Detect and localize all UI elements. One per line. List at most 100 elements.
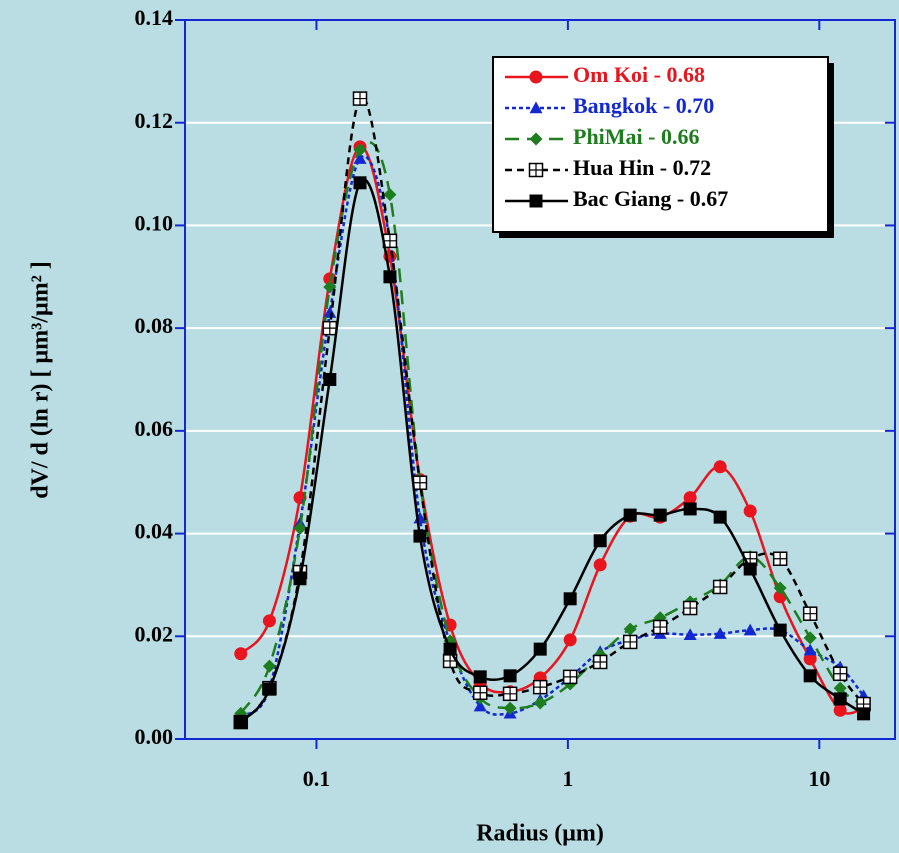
- marker-cross: [803, 607, 817, 621]
- marker: [323, 373, 337, 386]
- marker: [713, 627, 727, 639]
- marker-cross: [833, 667, 847, 681]
- marker: [383, 188, 397, 202]
- y-tick-label: 0.14: [135, 5, 174, 30]
- marker: [323, 272, 337, 286]
- x-axis-label: Radius (μm): [476, 821, 604, 847]
- marker-cross: [713, 580, 727, 594]
- marker: [712, 579, 728, 595]
- y-tick-label: 0.02: [135, 621, 174, 646]
- marker: [528, 162, 544, 178]
- marker: [802, 606, 818, 621]
- marker: [529, 70, 543, 84]
- marker-cross: [653, 620, 667, 634]
- marker-cross: [533, 680, 547, 694]
- marker: [833, 692, 847, 706]
- marker: [857, 707, 871, 721]
- marker-cross: [593, 655, 607, 669]
- marker: [713, 510, 727, 524]
- marker: [293, 521, 307, 535]
- marker: [683, 502, 697, 516]
- legend-label: Bac Giang - 0.67: [573, 186, 728, 211]
- marker: [262, 614, 276, 628]
- marker: [352, 91, 368, 106]
- marker: [412, 475, 428, 490]
- marker: [622, 634, 638, 650]
- marker: [503, 669, 517, 683]
- legend: [492, 56, 829, 233]
- marker-cross: [353, 92, 367, 106]
- x-tick-label: 1: [562, 766, 573, 791]
- marker: [683, 491, 697, 505]
- legend-entry: Om Koi - 0.68: [505, 62, 705, 87]
- legend-entry: PhiMai - 0.66: [505, 124, 700, 149]
- marker: [743, 623, 757, 636]
- marker: [322, 320, 338, 336]
- marker: [262, 659, 276, 673]
- marker-cross: [503, 687, 517, 701]
- marker: [773, 623, 787, 637]
- plot-frame: [184, 19, 896, 740]
- marker-cross: [443, 654, 457, 668]
- marker: [529, 101, 543, 114]
- x-tick-label: 10: [808, 766, 830, 791]
- legend-label: Hua Hin - 0.72: [573, 155, 711, 180]
- marker-cross: [563, 670, 577, 684]
- marker: [563, 592, 577, 606]
- marker: [234, 647, 248, 661]
- legend-entry: Bangkok - 0.70: [505, 93, 714, 118]
- marker: [563, 633, 577, 647]
- marker-cross: [623, 635, 637, 649]
- marker: [803, 643, 817, 656]
- legend-entry: Bac Giang - 0.67: [505, 186, 728, 211]
- marker: [293, 572, 307, 586]
- marker-cross: [323, 321, 337, 335]
- y-tick-label: 0.00: [135, 724, 174, 749]
- y-tick-label: 0.04: [135, 519, 174, 544]
- marker-cross: [683, 601, 697, 615]
- marker: [833, 681, 847, 695]
- y-tick-label: 0.08: [135, 313, 174, 338]
- marker: [532, 679, 548, 695]
- marker: [353, 152, 367, 164]
- marker: [652, 619, 668, 635]
- marker: [383, 270, 397, 284]
- marker: [503, 701, 517, 715]
- marker: [593, 534, 607, 548]
- marker: [262, 682, 276, 696]
- marker: [473, 670, 487, 684]
- marker-cross: [773, 552, 787, 566]
- marker: [323, 306, 337, 318]
- marker: [623, 622, 637, 636]
- marker: [772, 551, 788, 566]
- marker: [592, 654, 608, 670]
- marker: [743, 562, 757, 576]
- marker: [803, 631, 817, 645]
- marker: [353, 176, 367, 190]
- marker: [473, 699, 487, 712]
- y-tick-label: 0.10: [135, 210, 174, 235]
- y-axis-label: dV/ d (ln r) [ μm³/μm² ]: [28, 261, 54, 499]
- marker: [562, 669, 578, 685]
- marker: [833, 703, 847, 717]
- marker: [234, 715, 248, 729]
- legend-entry: Hua Hin - 0.72: [505, 155, 711, 180]
- marker-cross: [383, 234, 397, 248]
- marker: [803, 652, 817, 666]
- marker: [683, 628, 697, 640]
- y-tick-label: 0.06: [135, 416, 174, 441]
- marker: [533, 696, 547, 710]
- marker: [502, 686, 518, 702]
- legend-label: PhiMai - 0.66: [573, 124, 700, 149]
- marker: [803, 669, 817, 683]
- marker: [529, 194, 543, 208]
- marker: [832, 666, 848, 682]
- legend-label: Om Koi - 0.68: [573, 62, 705, 87]
- marker-cross: [529, 163, 543, 177]
- y-tick-label: 0.12: [135, 108, 174, 133]
- marker: [682, 600, 698, 616]
- marker: [743, 504, 757, 518]
- legend-label: Bangkok - 0.70: [573, 93, 714, 118]
